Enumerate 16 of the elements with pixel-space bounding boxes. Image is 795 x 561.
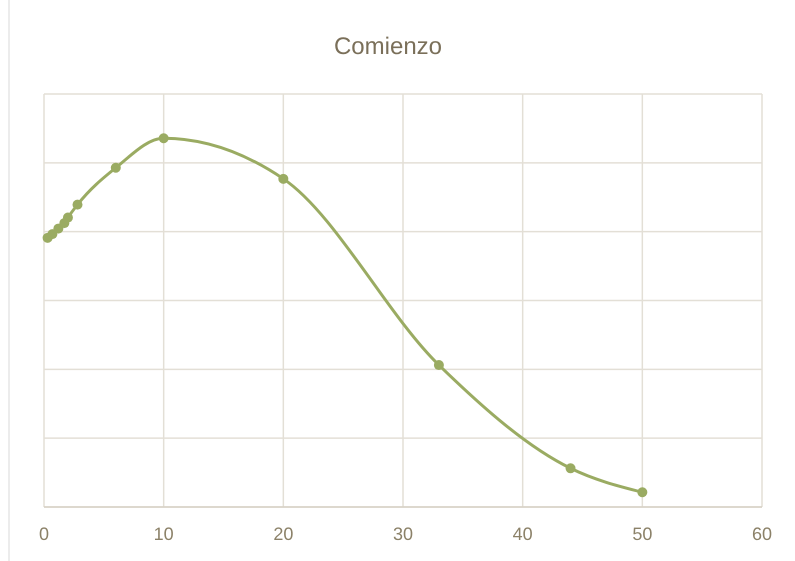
- point: [566, 463, 576, 474]
- point: [637, 487, 648, 498]
- x-tick-label: 60: [752, 524, 772, 544]
- x-tick-label: 10: [154, 524, 174, 544]
- point: [434, 360, 444, 370]
- chart-title: Comienzo: [334, 33, 442, 60]
- x-tick-label: 50: [632, 524, 652, 544]
- point: [72, 200, 83, 210]
- point: [158, 133, 169, 144]
- x-tick-label: 40: [512, 524, 533, 544]
- point: [110, 162, 121, 173]
- x-tick-label: 30: [392, 524, 414, 544]
- x-tick-label: 20: [273, 524, 294, 544]
- x-tick-label: 0: [38, 524, 50, 544]
- point: [278, 174, 288, 184]
- point: [62, 212, 73, 223]
